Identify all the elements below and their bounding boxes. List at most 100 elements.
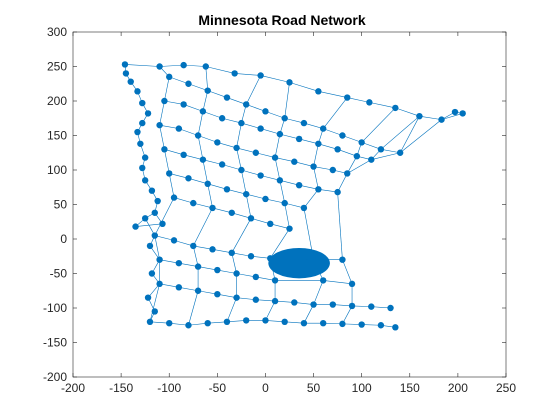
road-node	[166, 170, 172, 176]
x-tick-label: 200	[448, 381, 468, 395]
road-node	[159, 221, 165, 227]
road-node	[438, 116, 444, 122]
road-node	[358, 139, 364, 145]
road-node	[253, 274, 259, 280]
road-node	[315, 186, 321, 192]
road-node	[195, 263, 201, 269]
road-node	[262, 317, 268, 323]
x-tick-label: 250	[496, 381, 516, 395]
road-node	[147, 243, 153, 249]
road-node	[205, 87, 211, 93]
road-node	[176, 284, 182, 290]
road-node	[156, 63, 162, 69]
y-tick-label: 0	[60, 232, 67, 246]
road-node	[267, 221, 273, 227]
road-node	[122, 61, 128, 67]
road-node	[267, 255, 273, 261]
road-node	[291, 159, 297, 165]
road-node	[166, 74, 172, 80]
road-node	[154, 198, 160, 204]
road-node	[243, 317, 249, 323]
road-node	[452, 109, 458, 115]
road-node	[137, 141, 143, 147]
road-node	[310, 257, 316, 263]
road-node	[243, 101, 249, 107]
road-node	[344, 94, 350, 100]
road-node	[180, 62, 186, 68]
road-node	[156, 257, 162, 263]
road-node	[214, 291, 220, 297]
road-node	[460, 110, 466, 116]
road-node	[262, 108, 268, 114]
road-node	[272, 298, 278, 304]
road-node	[176, 125, 182, 131]
road-node	[152, 308, 158, 314]
road-node	[195, 288, 201, 294]
road-node	[190, 200, 196, 206]
road-node	[224, 94, 230, 100]
road-node	[161, 98, 167, 104]
road-node	[145, 110, 151, 116]
road-node	[301, 205, 307, 211]
road-node	[272, 277, 278, 283]
road-node	[349, 303, 355, 309]
road-node	[286, 225, 292, 231]
road-node	[291, 299, 297, 305]
x-tick-label: -100	[157, 381, 181, 395]
road-node	[229, 210, 235, 216]
chart-title: Minnesota Road Network	[198, 12, 365, 28]
road-node	[139, 100, 145, 106]
road-node	[147, 319, 153, 325]
y-tick-label: 50	[54, 198, 68, 212]
x-tick-label: 150	[400, 381, 420, 395]
road-node	[149, 188, 155, 194]
road-node	[139, 120, 145, 126]
y-tick-label: 200	[47, 94, 67, 108]
x-tick-label: 100	[352, 381, 372, 395]
road-node	[257, 72, 263, 78]
road-node	[185, 175, 191, 181]
road-node	[203, 63, 209, 69]
road-node	[123, 70, 129, 76]
y-tick-label: -150	[43, 336, 67, 350]
road-node	[171, 194, 177, 200]
road-node	[416, 113, 422, 119]
road-node	[156, 122, 162, 128]
y-tick-label: 100	[47, 163, 67, 177]
road-node	[139, 165, 145, 171]
road-node	[233, 145, 239, 151]
road-node	[349, 281, 355, 287]
y-tick-label: 300	[47, 25, 67, 39]
road-node	[257, 125, 263, 131]
road-node	[224, 186, 230, 192]
road-node	[134, 88, 140, 94]
road-node	[310, 163, 316, 169]
road-node	[301, 320, 307, 326]
road-node	[190, 243, 196, 249]
road-node	[205, 181, 211, 187]
road-node	[358, 321, 364, 327]
road-node	[238, 120, 244, 126]
road-node	[354, 153, 360, 159]
road-node	[320, 277, 326, 283]
road-node	[152, 232, 158, 238]
road-node	[392, 324, 398, 330]
road-node	[243, 191, 249, 197]
road-node	[195, 132, 201, 138]
road-node	[209, 246, 215, 252]
road-node	[224, 319, 230, 325]
road-node	[281, 319, 287, 325]
road-node	[253, 150, 259, 156]
road-node	[128, 78, 134, 84]
road-node	[339, 132, 345, 138]
road-node	[368, 156, 374, 162]
road-node	[180, 101, 186, 107]
road-node	[253, 297, 259, 303]
road-node	[315, 88, 321, 94]
road-node	[286, 79, 292, 85]
road-node	[200, 108, 206, 114]
road-node	[330, 167, 336, 173]
x-tick-label: 50	[307, 381, 321, 395]
x-tick-label: 0	[262, 381, 269, 395]
